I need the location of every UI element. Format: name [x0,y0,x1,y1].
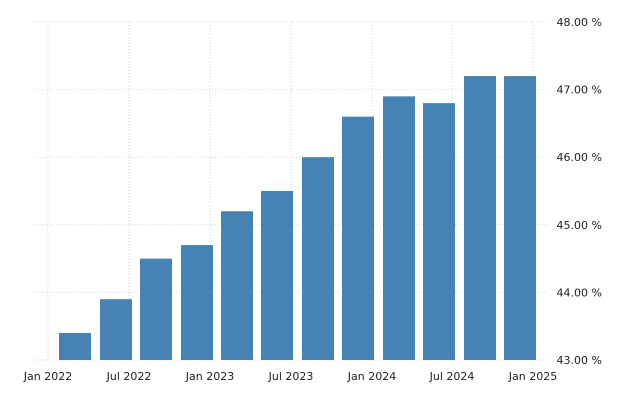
x-axis-ticks: Jan 2022 Jul 2022 Jan 2023 Jul 2023 Jan 2024… [23,370,557,383]
x-tick-label: Jul 2022 [106,370,152,383]
x-tick-label: Jan 2024 [347,370,396,383]
bar [221,211,253,360]
bar [504,76,536,360]
bar [383,96,415,361]
x-tick-label: Jan 2025 [508,370,557,383]
bar [342,116,374,360]
bar [302,157,334,360]
x-tick-label: Jan 2022 [23,370,72,383]
x-tick-label: Jul 2023 [268,370,314,383]
y-tick-label: 45.00 % [557,219,602,232]
y-tick-label: 43.00 % [557,354,602,367]
y-tick-label: 44.00 % [557,286,602,299]
bar [423,103,455,361]
bar [464,76,496,360]
y-axis-ticks: 43.00 % 44.00 % 45.00 % 46.00 % 47.00 % 48.00… [557,16,602,367]
bar [59,332,91,360]
y-tick-label: 48.00 % [557,16,602,29]
bar [100,299,132,360]
bars [59,76,536,361]
y-tick-label: 46.00 % [557,151,602,164]
bar [140,258,172,360]
bar [261,191,293,360]
y-tick-label: 47.00 % [557,84,602,97]
x-tick-label: Jul 2024 [429,370,475,383]
bar [181,245,213,360]
x-tick-label: Jan 2023 [185,370,234,383]
